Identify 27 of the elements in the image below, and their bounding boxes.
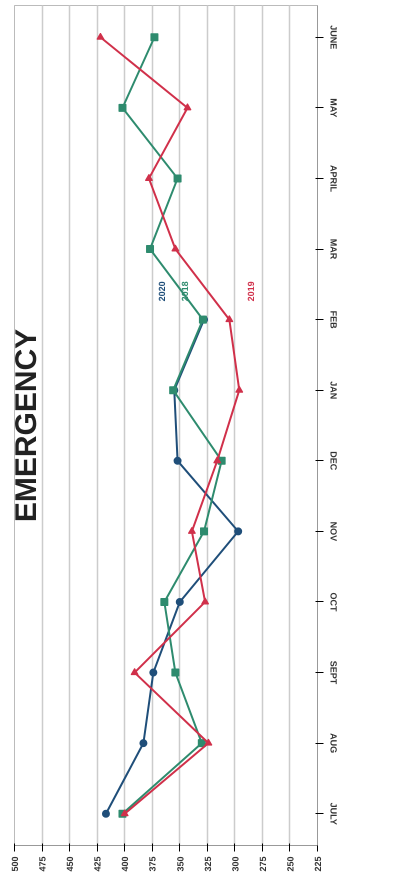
text: 2020 [157,281,168,302]
x-tick-label: 325 [202,856,213,872]
x-tick-label: 500 [10,856,20,872]
x-tick-label: 350 [175,856,186,872]
y-tick-label: MAY [328,98,338,118]
x-tick-label: 475 [38,856,48,872]
y-tick-label: JAN [328,381,338,400]
x-tick-label: 375 [148,856,158,872]
x-tick-label: 400 [120,856,130,872]
y-tick-label: DEC [328,451,338,471]
y-tick-label: SEPT [328,660,338,685]
text: 2019 [246,281,256,302]
x-tick-label: 275 [258,856,268,872]
y-tick-label: NOV [328,522,338,542]
y-tick-label: OCT [328,592,338,612]
x-tick-label: 300 [230,856,240,872]
y-tick-label: JUNE [328,25,338,50]
y-tick-label: APRIL [328,164,338,192]
y-tick-label: MAR [328,238,338,260]
text: EMERGENCY [10,328,44,522]
y-tick-label: AUG [328,733,338,754]
x-tick-label: 225 [313,856,323,872]
y-tick-label: FEB [328,310,338,330]
x-tick-label: 450 [65,856,76,872]
x-tick-label: 250 [285,856,296,872]
x-tick-label: 425 [92,856,103,872]
y-tick-label: JULY [328,802,338,825]
